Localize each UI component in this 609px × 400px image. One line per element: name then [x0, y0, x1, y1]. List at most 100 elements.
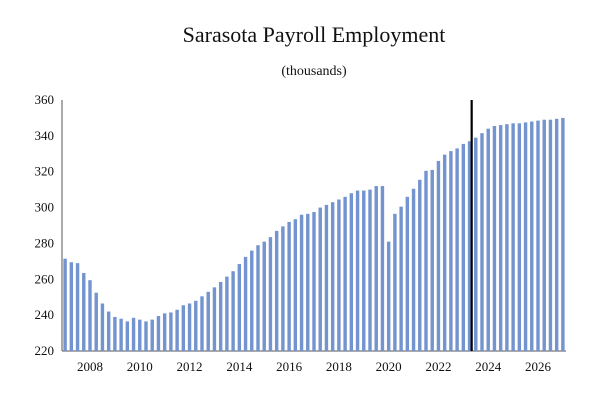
bar	[131, 317, 136, 351]
bar	[250, 250, 254, 351]
bar	[218, 281, 223, 351]
bar	[187, 303, 192, 351]
bar	[474, 137, 478, 351]
bar	[492, 125, 497, 351]
bar	[225, 276, 229, 351]
bar	[243, 256, 248, 351]
bar	[299, 214, 304, 351]
bar	[455, 148, 459, 351]
bar	[63, 258, 67, 351]
x-tick-label: 2026	[525, 359, 552, 374]
bar	[517, 123, 522, 351]
bar	[418, 179, 422, 351]
chart-subtitle: (thousands)	[281, 64, 347, 79]
bar	[75, 263, 80, 351]
bar	[144, 321, 148, 351]
bar	[405, 196, 410, 351]
bar	[106, 311, 111, 351]
bar	[343, 196, 347, 351]
bar	[162, 313, 167, 351]
bar	[82, 273, 86, 351]
y-tick-label: 340	[35, 128, 55, 143]
y-tick-label: 260	[35, 271, 55, 286]
y-tick-label: 220	[35, 343, 55, 358]
bar	[362, 190, 366, 351]
bar	[113, 316, 117, 351]
x-tick-label: 2014	[226, 359, 253, 374]
bar	[430, 169, 434, 351]
bar	[349, 193, 354, 351]
bar	[169, 312, 173, 351]
bar	[69, 262, 74, 351]
bar	[480, 133, 484, 351]
bar	[150, 319, 154, 351]
bar	[449, 151, 453, 351]
bar	[536, 120, 540, 351]
bar	[138, 319, 142, 351]
bar	[442, 154, 447, 351]
y-tick-label: 240	[35, 307, 55, 322]
y-tick-label: 360	[35, 92, 55, 107]
bar	[237, 264, 242, 351]
bar	[274, 230, 279, 351]
x-tick-label: 2020	[376, 359, 402, 374]
chart-title: Sarasota Payroll Employment	[182, 22, 446, 47]
bar	[548, 119, 553, 351]
bar	[523, 122, 528, 352]
bar	[330, 202, 335, 351]
x-tick-label: 2012	[177, 359, 203, 374]
bar	[281, 226, 285, 351]
bar	[467, 141, 472, 351]
bar	[119, 318, 123, 351]
x-tick-label: 2024	[475, 359, 502, 374]
bar	[256, 245, 260, 351]
bar	[312, 212, 316, 351]
x-tick-label: 2022	[425, 359, 451, 374]
bar	[293, 219, 298, 351]
bar	[461, 143, 466, 351]
bar	[374, 186, 378, 351]
bar	[156, 316, 161, 351]
bar	[355, 190, 360, 351]
bar	[486, 128, 490, 351]
bar	[175, 309, 179, 351]
bar	[411, 188, 416, 351]
bar	[386, 241, 391, 351]
bar	[542, 119, 546, 351]
bar	[554, 118, 559, 351]
y-tick-label: 300	[35, 200, 55, 215]
bar	[88, 280, 92, 351]
bar	[324, 204, 329, 351]
x-tick-label: 2018	[326, 359, 352, 374]
bar	[268, 237, 273, 351]
bar	[399, 206, 403, 351]
bar	[530, 121, 534, 351]
bar	[212, 287, 217, 351]
bar	[318, 207, 322, 351]
y-tick-label: 320	[35, 164, 55, 179]
bar	[498, 125, 503, 351]
x-tick-label: 2008	[77, 359, 103, 374]
y-tick-label: 280	[35, 235, 55, 250]
bar	[561, 117, 565, 351]
bar	[287, 221, 291, 351]
bar	[262, 241, 266, 351]
bar	[125, 321, 130, 351]
bar	[231, 271, 235, 351]
bar	[94, 292, 98, 351]
bar	[100, 303, 105, 351]
bar	[505, 124, 509, 351]
bar	[368, 189, 372, 351]
bar	[337, 199, 341, 351]
bar	[194, 300, 198, 351]
bar	[306, 213, 310, 351]
bar	[424, 170, 428, 351]
bar	[380, 186, 385, 351]
x-tick-label: 2016	[276, 359, 303, 374]
bar	[206, 291, 210, 351]
bar	[181, 305, 186, 351]
bar	[511, 123, 515, 351]
bar	[436, 160, 441, 351]
bar	[393, 213, 397, 351]
